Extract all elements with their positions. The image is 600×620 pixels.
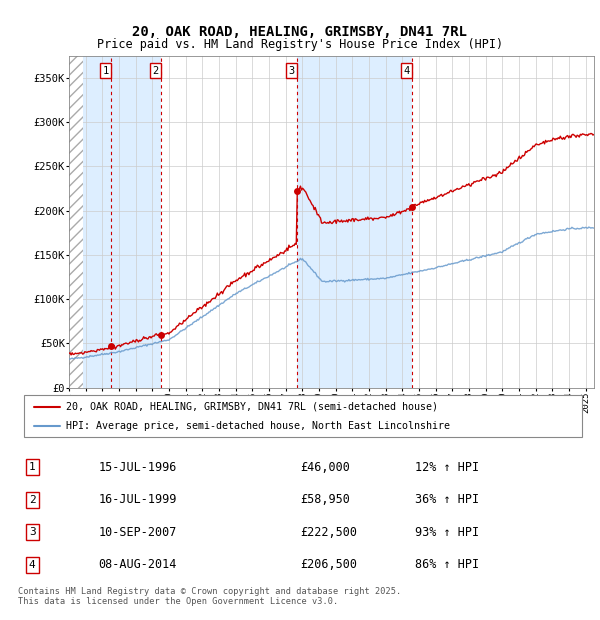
Text: Contains HM Land Registry data © Crown copyright and database right 2025.
This d: Contains HM Land Registry data © Crown c… [18, 587, 401, 606]
Text: Price paid vs. HM Land Registry's House Price Index (HPI): Price paid vs. HM Land Registry's House … [97, 38, 503, 51]
Text: £206,500: £206,500 [300, 558, 357, 571]
FancyBboxPatch shape [24, 395, 582, 437]
Bar [83, 56, 112, 388]
Text: 2: 2 [152, 66, 158, 76]
Text: 3: 3 [29, 527, 35, 537]
Text: 1: 1 [29, 462, 35, 472]
Text: 4: 4 [29, 560, 35, 570]
Bar [297, 56, 412, 388]
Text: HPI: Average price, semi-detached house, North East Lincolnshire: HPI: Average price, semi-detached house,… [66, 421, 450, 431]
Text: 93% ↑ HPI: 93% ↑ HPI [415, 526, 479, 539]
Text: £222,500: £222,500 [300, 526, 357, 539]
Bar [112, 56, 161, 388]
Text: 36% ↑ HPI: 36% ↑ HPI [415, 493, 479, 506]
Text: 86% ↑ HPI: 86% ↑ HPI [415, 558, 479, 571]
Text: 12% ↑ HPI: 12% ↑ HPI [415, 461, 479, 474]
Text: 1: 1 [103, 66, 109, 76]
Bar [69, 56, 83, 388]
Text: 08-AUG-2014: 08-AUG-2014 [98, 558, 177, 571]
Text: 16-JUL-1999: 16-JUL-1999 [98, 493, 177, 506]
Text: 3: 3 [288, 66, 295, 76]
Text: 4: 4 [403, 66, 410, 76]
Text: 20, OAK ROAD, HEALING, GRIMSBY, DN41 7RL (semi-detached house): 20, OAK ROAD, HEALING, GRIMSBY, DN41 7RL… [66, 402, 438, 412]
Text: £46,000: £46,000 [300, 461, 350, 474]
Text: 2: 2 [29, 495, 35, 505]
Text: 20, OAK ROAD, HEALING, GRIMSBY, DN41 7RL: 20, OAK ROAD, HEALING, GRIMSBY, DN41 7RL [133, 25, 467, 39]
Text: 10-SEP-2007: 10-SEP-2007 [98, 526, 177, 539]
Text: £58,950: £58,950 [300, 493, 350, 506]
Text: 15-JUL-1996: 15-JUL-1996 [98, 461, 177, 474]
